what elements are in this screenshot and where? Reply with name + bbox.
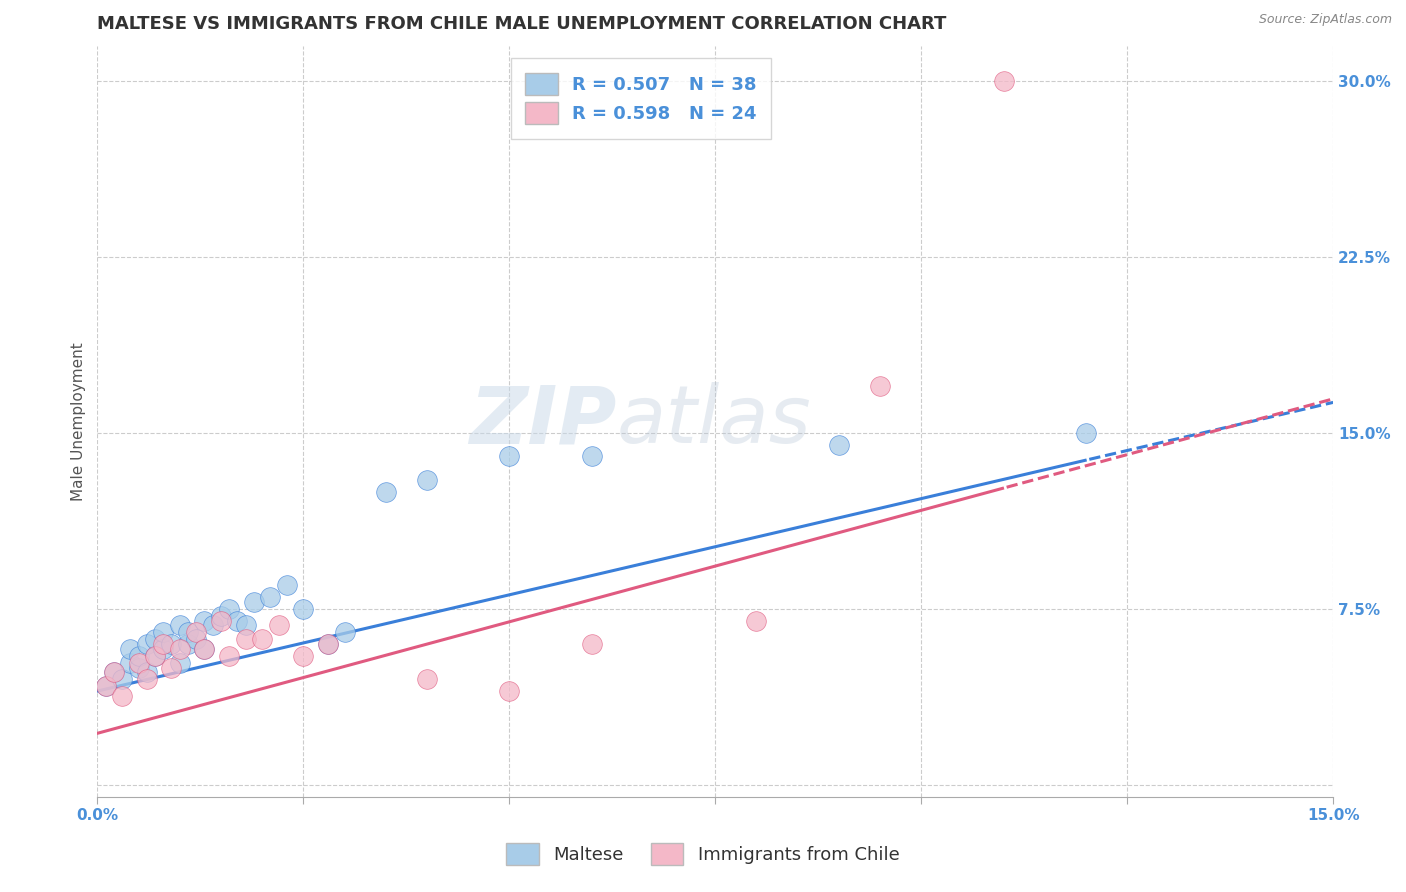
Point (177, 625, 200, 640)
Text: MALTESE VS IMMIGRANTS FROM CHILE MALE UNEMPLOYMENT CORRELATION CHART: MALTESE VS IMMIGRANTS FROM CHILE MALE UN… (97, 15, 946, 33)
Point (374, 484, 396, 499)
Point (152, 641, 174, 656)
Point (498, 450, 520, 464)
Point (235, 632, 257, 647)
Point (581, 450, 603, 464)
Point (193, 641, 215, 656)
Point (201, 618, 224, 632)
Text: ZIP: ZIP (470, 382, 616, 460)
Point (209, 614, 232, 628)
Point (316, 637, 339, 651)
Point (745, 614, 768, 628)
Point (235, 618, 257, 632)
Point (209, 609, 232, 624)
Point (316, 637, 339, 651)
Point (128, 660, 150, 674)
Point (135, 665, 157, 680)
Point (416, 473, 439, 487)
Point (152, 637, 174, 651)
Point (103, 665, 125, 680)
Legend: R = 0.507   N = 38, R = 0.598   N = 24: R = 0.507 N = 38, R = 0.598 N = 24 (510, 59, 772, 138)
Point (250, 632, 273, 647)
Point (120, 656, 142, 670)
Point (169, 641, 191, 656)
Point (267, 618, 290, 632)
Point (143, 648, 166, 663)
Point (193, 614, 215, 628)
Legend: Maltese, Immigrants from Chile: Maltese, Immigrants from Chile (498, 834, 908, 874)
Point (292, 648, 315, 663)
Point (128, 656, 150, 670)
Point (160, 637, 183, 651)
Point (1074, 425, 1097, 440)
Point (169, 618, 191, 632)
Text: Source: ZipAtlas.com: Source: ZipAtlas.com (1258, 13, 1392, 27)
Point (111, 689, 134, 703)
Point (276, 578, 298, 592)
Point (152, 625, 174, 640)
Point (103, 665, 125, 680)
Point (186, 632, 208, 647)
Point (94, 679, 117, 693)
Point (177, 637, 200, 651)
Point (94, 679, 117, 693)
Point (143, 648, 166, 663)
Point (186, 625, 208, 640)
Text: atlas: atlas (616, 382, 811, 460)
Point (135, 673, 157, 687)
Point (292, 602, 315, 616)
Point (581, 637, 603, 651)
Point (135, 637, 157, 651)
Point (243, 595, 266, 609)
Point (111, 673, 134, 687)
Point (498, 684, 520, 698)
Point (259, 590, 281, 604)
Point (993, 74, 1015, 88)
Point (828, 437, 851, 451)
Point (143, 632, 166, 647)
Point (218, 648, 240, 663)
Y-axis label: Male Unemployment: Male Unemployment (72, 342, 86, 500)
Point (226, 614, 249, 628)
Point (869, 379, 891, 393)
Point (333, 625, 356, 640)
Point (169, 656, 191, 670)
Point (120, 641, 142, 656)
Point (193, 641, 215, 656)
Point (416, 673, 439, 687)
Point (160, 660, 183, 674)
Point (128, 648, 150, 663)
Point (218, 602, 240, 616)
